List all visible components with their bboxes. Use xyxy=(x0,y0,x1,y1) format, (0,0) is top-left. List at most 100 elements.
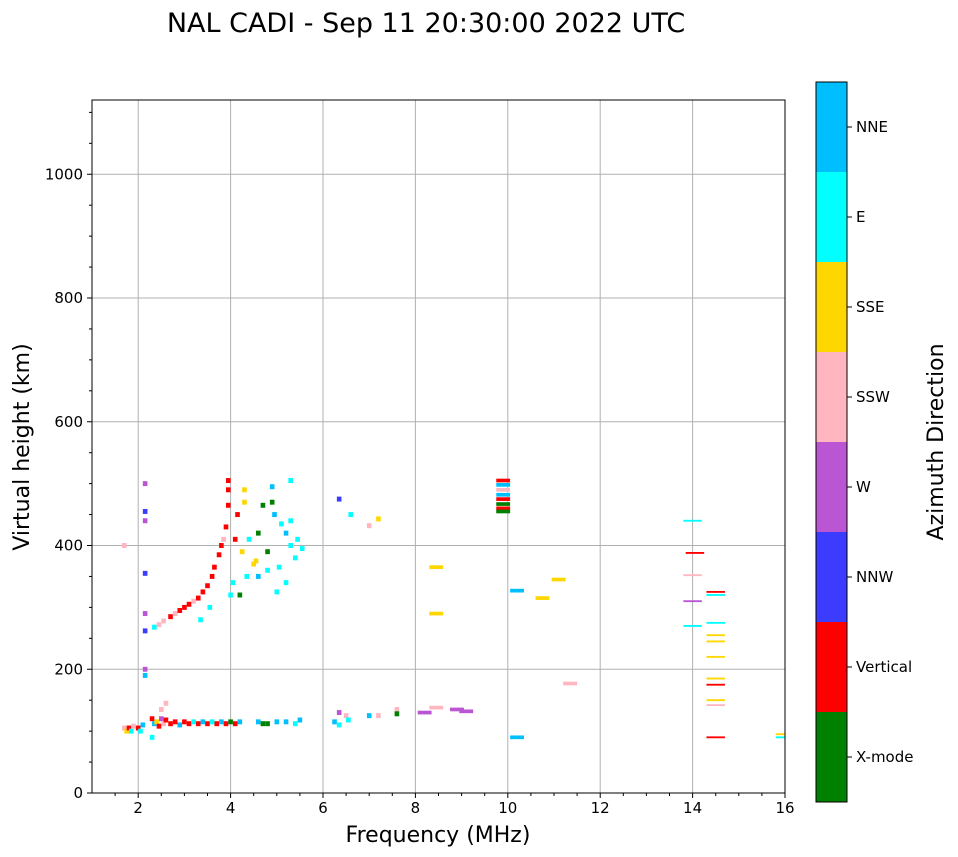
point-vertical xyxy=(168,721,173,727)
point-ssw xyxy=(161,618,166,624)
point-vertical xyxy=(177,607,183,613)
point-ssw xyxy=(172,611,178,617)
point-vertical xyxy=(195,595,201,601)
point-vertical xyxy=(200,589,206,595)
point-vertical xyxy=(212,564,217,570)
point-ssw xyxy=(158,706,164,712)
point-e xyxy=(138,728,143,734)
point-ssw xyxy=(496,487,511,492)
point-vertical xyxy=(496,497,511,501)
point-sse xyxy=(242,499,247,505)
point-vertical xyxy=(182,604,187,610)
point-ssw xyxy=(366,523,372,529)
point-vertical xyxy=(706,736,725,739)
point-e xyxy=(128,728,134,734)
point-e xyxy=(149,734,155,740)
point-e xyxy=(274,589,280,595)
colorbar-segment-e xyxy=(816,172,847,262)
colorbar-tick-label: NNW xyxy=(856,568,893,586)
point-e xyxy=(288,543,293,548)
point-w xyxy=(158,716,164,722)
colorbar-label: Azimuth Direction xyxy=(924,343,949,540)
point-ssw xyxy=(429,705,444,710)
grid xyxy=(92,100,786,794)
y-tick-label: 1000 xyxy=(45,165,83,183)
point-ssw xyxy=(122,725,127,731)
point-vertical xyxy=(182,719,187,725)
point-vertical xyxy=(186,721,192,727)
point-x-mode xyxy=(237,592,243,598)
point-ssw xyxy=(156,622,162,628)
point-x-mode xyxy=(496,509,511,514)
x-axis: 2 4 6 8 10 12 14 16 xyxy=(114,793,795,817)
y-tick-label: 600 xyxy=(54,413,83,431)
point-e xyxy=(292,721,298,727)
x-tick-label: 16 xyxy=(775,799,794,817)
point-sse xyxy=(242,487,247,493)
point-x-mode xyxy=(260,502,266,508)
y-tick-label: 200 xyxy=(54,660,83,678)
point-e xyxy=(209,719,215,725)
point-sse xyxy=(124,728,129,734)
point-w xyxy=(459,709,474,714)
point-sse xyxy=(253,558,259,564)
point-vertical xyxy=(186,601,192,607)
point-nne xyxy=(200,719,206,725)
data-marks xyxy=(122,478,785,740)
point-e xyxy=(265,567,270,573)
colorbar-tick-label: SSE xyxy=(856,298,885,316)
point-nne xyxy=(510,735,524,740)
point-nne xyxy=(142,672,148,678)
point-w xyxy=(142,481,148,487)
point-ssw xyxy=(161,721,166,727)
point-sse xyxy=(429,611,444,616)
colorbar-tick-label: NNE xyxy=(856,118,888,136)
point-vertical xyxy=(223,524,229,530)
colorbar-frame xyxy=(815,81,848,803)
point-nne xyxy=(297,717,303,723)
y-axis: 0 200 400 600 800 1000 xyxy=(45,111,92,802)
point-vertical xyxy=(126,725,132,731)
point-nnw xyxy=(142,628,148,634)
point-vertical xyxy=(209,573,215,579)
point-ssw xyxy=(191,598,196,604)
point-e xyxy=(683,625,702,627)
colorbar-segment-nnw xyxy=(816,532,847,622)
colorbar-tick-label: X-mode xyxy=(856,748,913,766)
point-nne xyxy=(237,719,243,725)
point-x-mode xyxy=(394,711,400,717)
point-ssw xyxy=(563,681,578,686)
x-tick-label: 10 xyxy=(498,799,517,817)
point-vertical xyxy=(706,683,725,686)
point-e xyxy=(246,536,252,542)
point-sse xyxy=(706,655,725,658)
point-nnw xyxy=(142,570,148,576)
point-x-mode xyxy=(256,530,261,536)
point-nne xyxy=(274,719,280,725)
point-ssw xyxy=(683,574,702,577)
point-ssw xyxy=(122,543,127,548)
y-tick-label: 400 xyxy=(54,537,83,555)
point-vertical xyxy=(232,536,238,542)
point-vertical xyxy=(163,717,169,723)
point-e xyxy=(288,478,293,484)
y-tick-label: 0 xyxy=(73,784,83,802)
colorbar-tick-label: SSW xyxy=(856,388,890,406)
point-nnw xyxy=(142,508,148,514)
point-sse xyxy=(239,549,245,555)
point-vertical xyxy=(205,583,210,589)
point-sse xyxy=(429,565,444,570)
plot-frame xyxy=(91,99,786,794)
point-w xyxy=(142,666,148,672)
point-x-mode xyxy=(228,719,233,725)
point-nne xyxy=(283,719,289,725)
point-vertical xyxy=(223,721,229,727)
point-ssw xyxy=(394,706,400,712)
point-vertical xyxy=(149,716,155,722)
x-tick-label: 2 xyxy=(133,799,143,817)
point-vertical xyxy=(685,551,705,554)
point-e xyxy=(276,564,282,570)
point-nne xyxy=(140,722,146,728)
point-vertical xyxy=(214,721,220,727)
x-axis-label: Frequency (MHz) xyxy=(346,823,531,848)
